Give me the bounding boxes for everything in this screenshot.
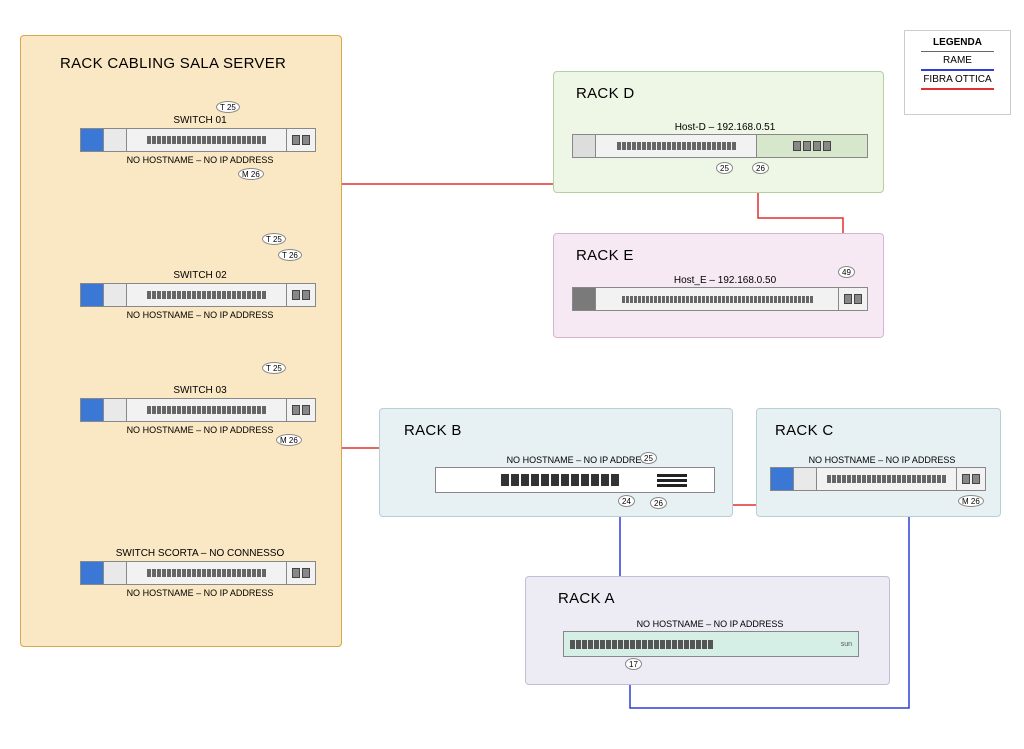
rack-title-b: RACK B bbox=[404, 422, 462, 439]
switch-rack-c bbox=[770, 467, 986, 491]
switch-a-title: NO HOSTNAME – NO IP ADDRESS bbox=[610, 619, 810, 629]
port-label-d26: 26 bbox=[752, 162, 769, 174]
switch-01-title: SWITCH 01 bbox=[140, 115, 260, 126]
rack-title-a: RACK A bbox=[558, 590, 615, 607]
legend-rame: RAME bbox=[905, 55, 1010, 66]
switch-01 bbox=[80, 128, 316, 152]
legend-fibra: FIBRA OTTICA bbox=[905, 74, 1010, 85]
port-label-m26_3: M 26 bbox=[276, 434, 302, 446]
switch-rack-e bbox=[572, 287, 868, 311]
port-label-b25: 25 bbox=[640, 452, 657, 464]
port-label-m26_1: M 26 bbox=[238, 168, 264, 180]
switch-rack-d bbox=[572, 134, 868, 158]
port-label-b24: 24 bbox=[618, 495, 635, 507]
port-label-d25: 25 bbox=[716, 162, 733, 174]
legend-title: LEGENDA bbox=[905, 37, 1010, 48]
switch-02-sub: NO HOSTNAME – NO IP ADDRESS bbox=[100, 310, 300, 320]
switch-03 bbox=[80, 398, 316, 422]
switch-rack-b bbox=[435, 467, 715, 493]
switch-01-sub: NO HOSTNAME – NO IP ADDRESS bbox=[100, 155, 300, 165]
legend-box: LEGENDA RAME FIBRA OTTICA bbox=[904, 30, 1011, 115]
port-label-t26_2: T 26 bbox=[278, 249, 302, 261]
rack-title-e: RACK E bbox=[576, 247, 634, 264]
switch-02 bbox=[80, 283, 316, 307]
switch-03-title: SWITCH 03 bbox=[140, 385, 260, 396]
switch-scorta bbox=[80, 561, 316, 585]
switch-scorta-title: SWITCH SCORTA – NO CONNESSO bbox=[100, 548, 300, 559]
switch-03-sub: NO HOSTNAME – NO IP ADDRESS bbox=[100, 425, 300, 435]
port-label-e49: 49 bbox=[838, 266, 855, 278]
port-label-t25_3: T 25 bbox=[262, 362, 286, 374]
port-label-a17: 17 bbox=[625, 658, 642, 670]
rack-title-main: RACK CABLING SALA SERVER bbox=[60, 55, 286, 72]
port-label-t25_2: T 25 bbox=[262, 233, 286, 245]
port-label-b26: 26 bbox=[650, 497, 667, 509]
switch-e-title: Host_E – 192.168.0.50 bbox=[630, 275, 820, 286]
rack-title-c: RACK C bbox=[775, 422, 833, 439]
switch-02-title: SWITCH 02 bbox=[140, 270, 260, 281]
port-label-t25_1: T 25 bbox=[216, 101, 240, 113]
switch-c-title: NO HOSTNAME – NO IP ADDRESS bbox=[792, 455, 972, 465]
rack-title-d: RACK D bbox=[576, 85, 634, 102]
switch-d-title: Host-D – 192.168.0.51 bbox=[630, 122, 820, 133]
port-label-cm26: M 26 bbox=[958, 495, 984, 507]
switch-rack-a: sun bbox=[563, 631, 859, 657]
switch-scorta-sub: NO HOSTNAME – NO IP ADDRESS bbox=[100, 588, 300, 598]
